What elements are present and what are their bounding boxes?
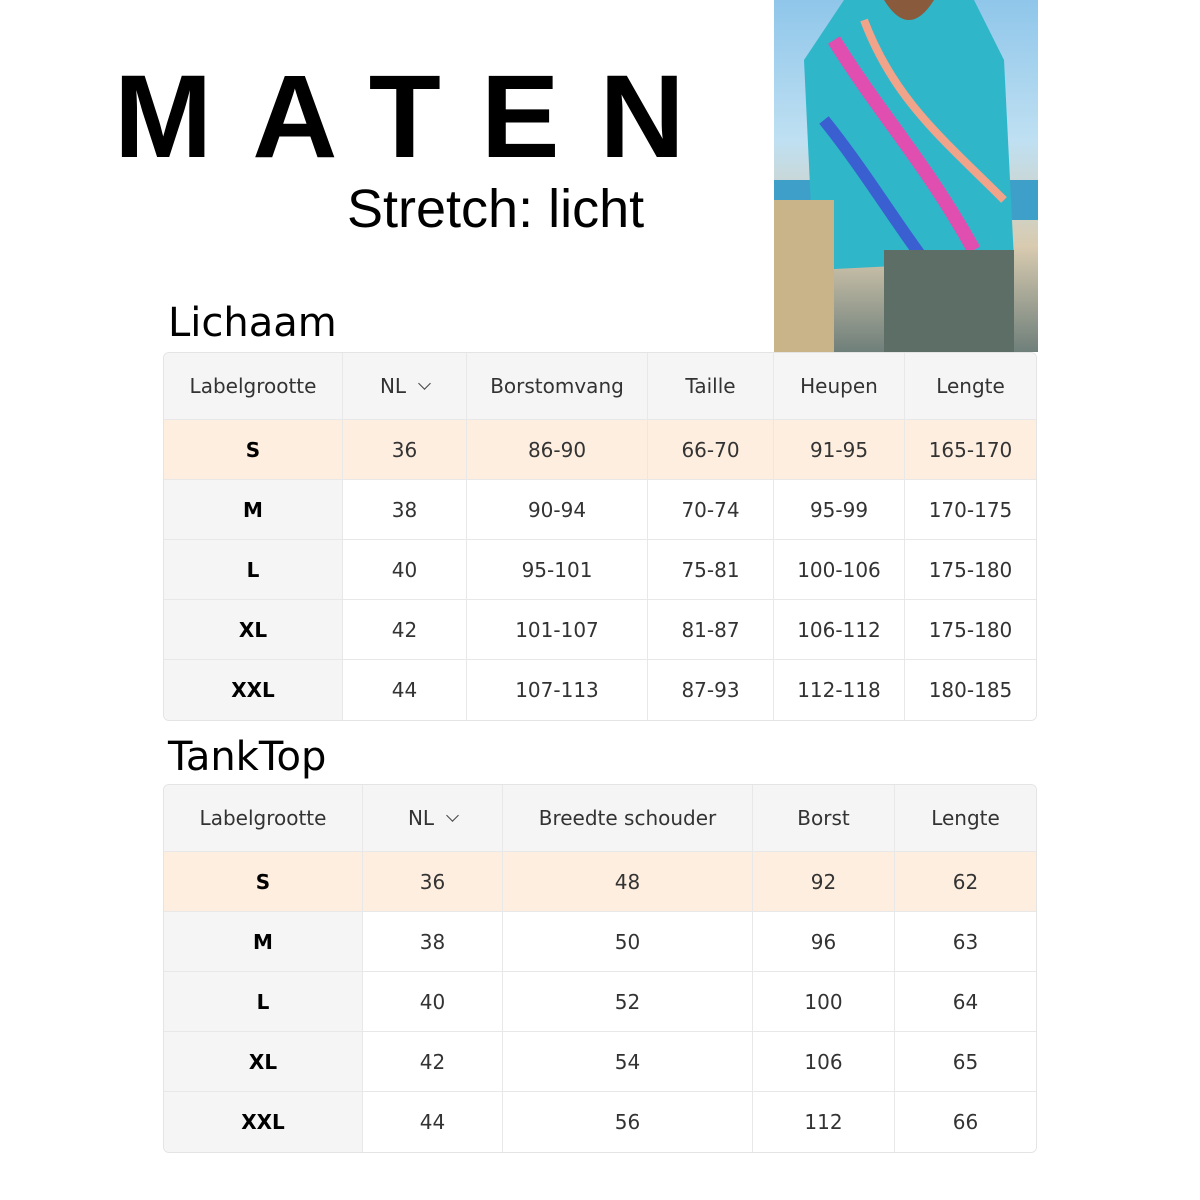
table-cell: 36 xyxy=(363,852,503,912)
col-header: Borst xyxy=(753,785,895,852)
page-title: MATEN xyxy=(114,51,725,183)
table-cell: 66 xyxy=(895,1092,1036,1152)
table-cell: 86-90 xyxy=(467,420,648,480)
table-cell: 44 xyxy=(363,1092,503,1152)
col-header: Breedte schouder xyxy=(503,785,753,852)
table-row: XL 42 101-107 81-87 106-112 175-180 xyxy=(164,600,1036,660)
table-cell: 92 xyxy=(753,852,895,912)
table-row: L 40 52 100 64 xyxy=(164,972,1036,1032)
col-header: Lengte xyxy=(895,785,1036,852)
table-cell: 42 xyxy=(363,1032,503,1092)
col-header: Heupen xyxy=(774,353,905,420)
table-cell: 91-95 xyxy=(774,420,905,480)
table-cell: 40 xyxy=(343,540,467,600)
table-cell: 63 xyxy=(895,912,1036,972)
table-cell: 180-185 xyxy=(905,660,1036,720)
table-cell: 62 xyxy=(895,852,1036,912)
table-row: XXL 44 107-113 87-93 112-118 180-185 xyxy=(164,660,1036,720)
table-cell: 87-93 xyxy=(648,660,774,720)
table-row: XXL 44 56 112 66 xyxy=(164,1092,1036,1152)
table-cell: 70-74 xyxy=(648,480,774,540)
table-cell: 96 xyxy=(753,912,895,972)
col-header: Taille xyxy=(648,353,774,420)
table-cell: 36 xyxy=(343,420,467,480)
col-header: Labelgrootte xyxy=(164,785,363,852)
col-header: Labelgrootte xyxy=(164,353,343,420)
table-cell: 100-106 xyxy=(774,540,905,600)
chevron-down-icon xyxy=(418,377,431,390)
size-label: M xyxy=(164,912,363,972)
table-cell: 100 xyxy=(753,972,895,1032)
table-row: S 36 86-90 66-70 91-95 165-170 xyxy=(164,420,1036,480)
size-label: XL xyxy=(164,600,343,660)
table-cell: 95-99 xyxy=(774,480,905,540)
table-cell: 40 xyxy=(363,972,503,1032)
table-row: M 38 90-94 70-74 95-99 170-175 xyxy=(164,480,1036,540)
size-label: L xyxy=(164,972,363,1032)
unit-dropdown[interactable]: NL xyxy=(363,785,503,852)
table-row: S 36 48 92 62 xyxy=(164,852,1036,912)
table-cell: 42 xyxy=(343,600,467,660)
table-cell: 170-175 xyxy=(905,480,1036,540)
stretch-label: Stretch: licht xyxy=(347,179,645,239)
table-cell: 165-170 xyxy=(905,420,1036,480)
table-cell: 52 xyxy=(503,972,753,1032)
size-label: XL xyxy=(164,1032,363,1092)
chevron-down-icon xyxy=(446,809,459,822)
table-cell: 112 xyxy=(753,1092,895,1152)
col-header: Lengte xyxy=(905,353,1036,420)
size-label: M xyxy=(164,480,343,540)
table-cell: 106-112 xyxy=(774,600,905,660)
table-row: M 38 50 96 63 xyxy=(164,912,1036,972)
table-cell: 66-70 xyxy=(648,420,774,480)
size-label: XXL xyxy=(164,660,343,720)
table-cell: 75-81 xyxy=(648,540,774,600)
table-cell: 56 xyxy=(503,1092,753,1152)
table-cell: 101-107 xyxy=(467,600,648,660)
table-cell: 175-180 xyxy=(905,540,1036,600)
table-cell: 44 xyxy=(343,660,467,720)
size-label: L xyxy=(164,540,343,600)
table-cell: 175-180 xyxy=(905,600,1036,660)
table-cell: 54 xyxy=(503,1032,753,1092)
table-cell: 95-101 xyxy=(467,540,648,600)
size-label: S xyxy=(164,420,343,480)
table-cell: 38 xyxy=(363,912,503,972)
table-cell: 90-94 xyxy=(467,480,648,540)
table-cell: 65 xyxy=(895,1032,1036,1092)
unit-label: NL xyxy=(407,806,435,830)
table-cell: 81-87 xyxy=(648,600,774,660)
table-cell: 50 xyxy=(503,912,753,972)
tanktop-heading: TankTop xyxy=(168,734,327,780)
tanktop-size-table: Labelgrootte NL Breedte schouder Borst L… xyxy=(163,784,1037,1153)
table-cell: 106 xyxy=(753,1032,895,1092)
table-cell: 38 xyxy=(343,480,467,540)
size-label: S xyxy=(164,852,363,912)
body-size-table: Labelgrootte NL Borstomvang Taille Heupe… xyxy=(163,352,1037,721)
unit-dropdown[interactable]: NL xyxy=(343,353,467,420)
col-header: Borstomvang xyxy=(467,353,648,420)
unit-label: NL xyxy=(379,374,407,398)
table-row: L 40 95-101 75-81 100-106 175-180 xyxy=(164,540,1036,600)
table-cell: 107-113 xyxy=(467,660,648,720)
table-row: XL 42 54 106 65 xyxy=(164,1032,1036,1092)
body-heading: Lichaam xyxy=(168,300,337,346)
size-label: XXL xyxy=(164,1092,363,1152)
table-cell: 48 xyxy=(503,852,753,912)
table-cell: 64 xyxy=(895,972,1036,1032)
table-cell: 112-118 xyxy=(774,660,905,720)
product-photo xyxy=(774,0,1038,352)
